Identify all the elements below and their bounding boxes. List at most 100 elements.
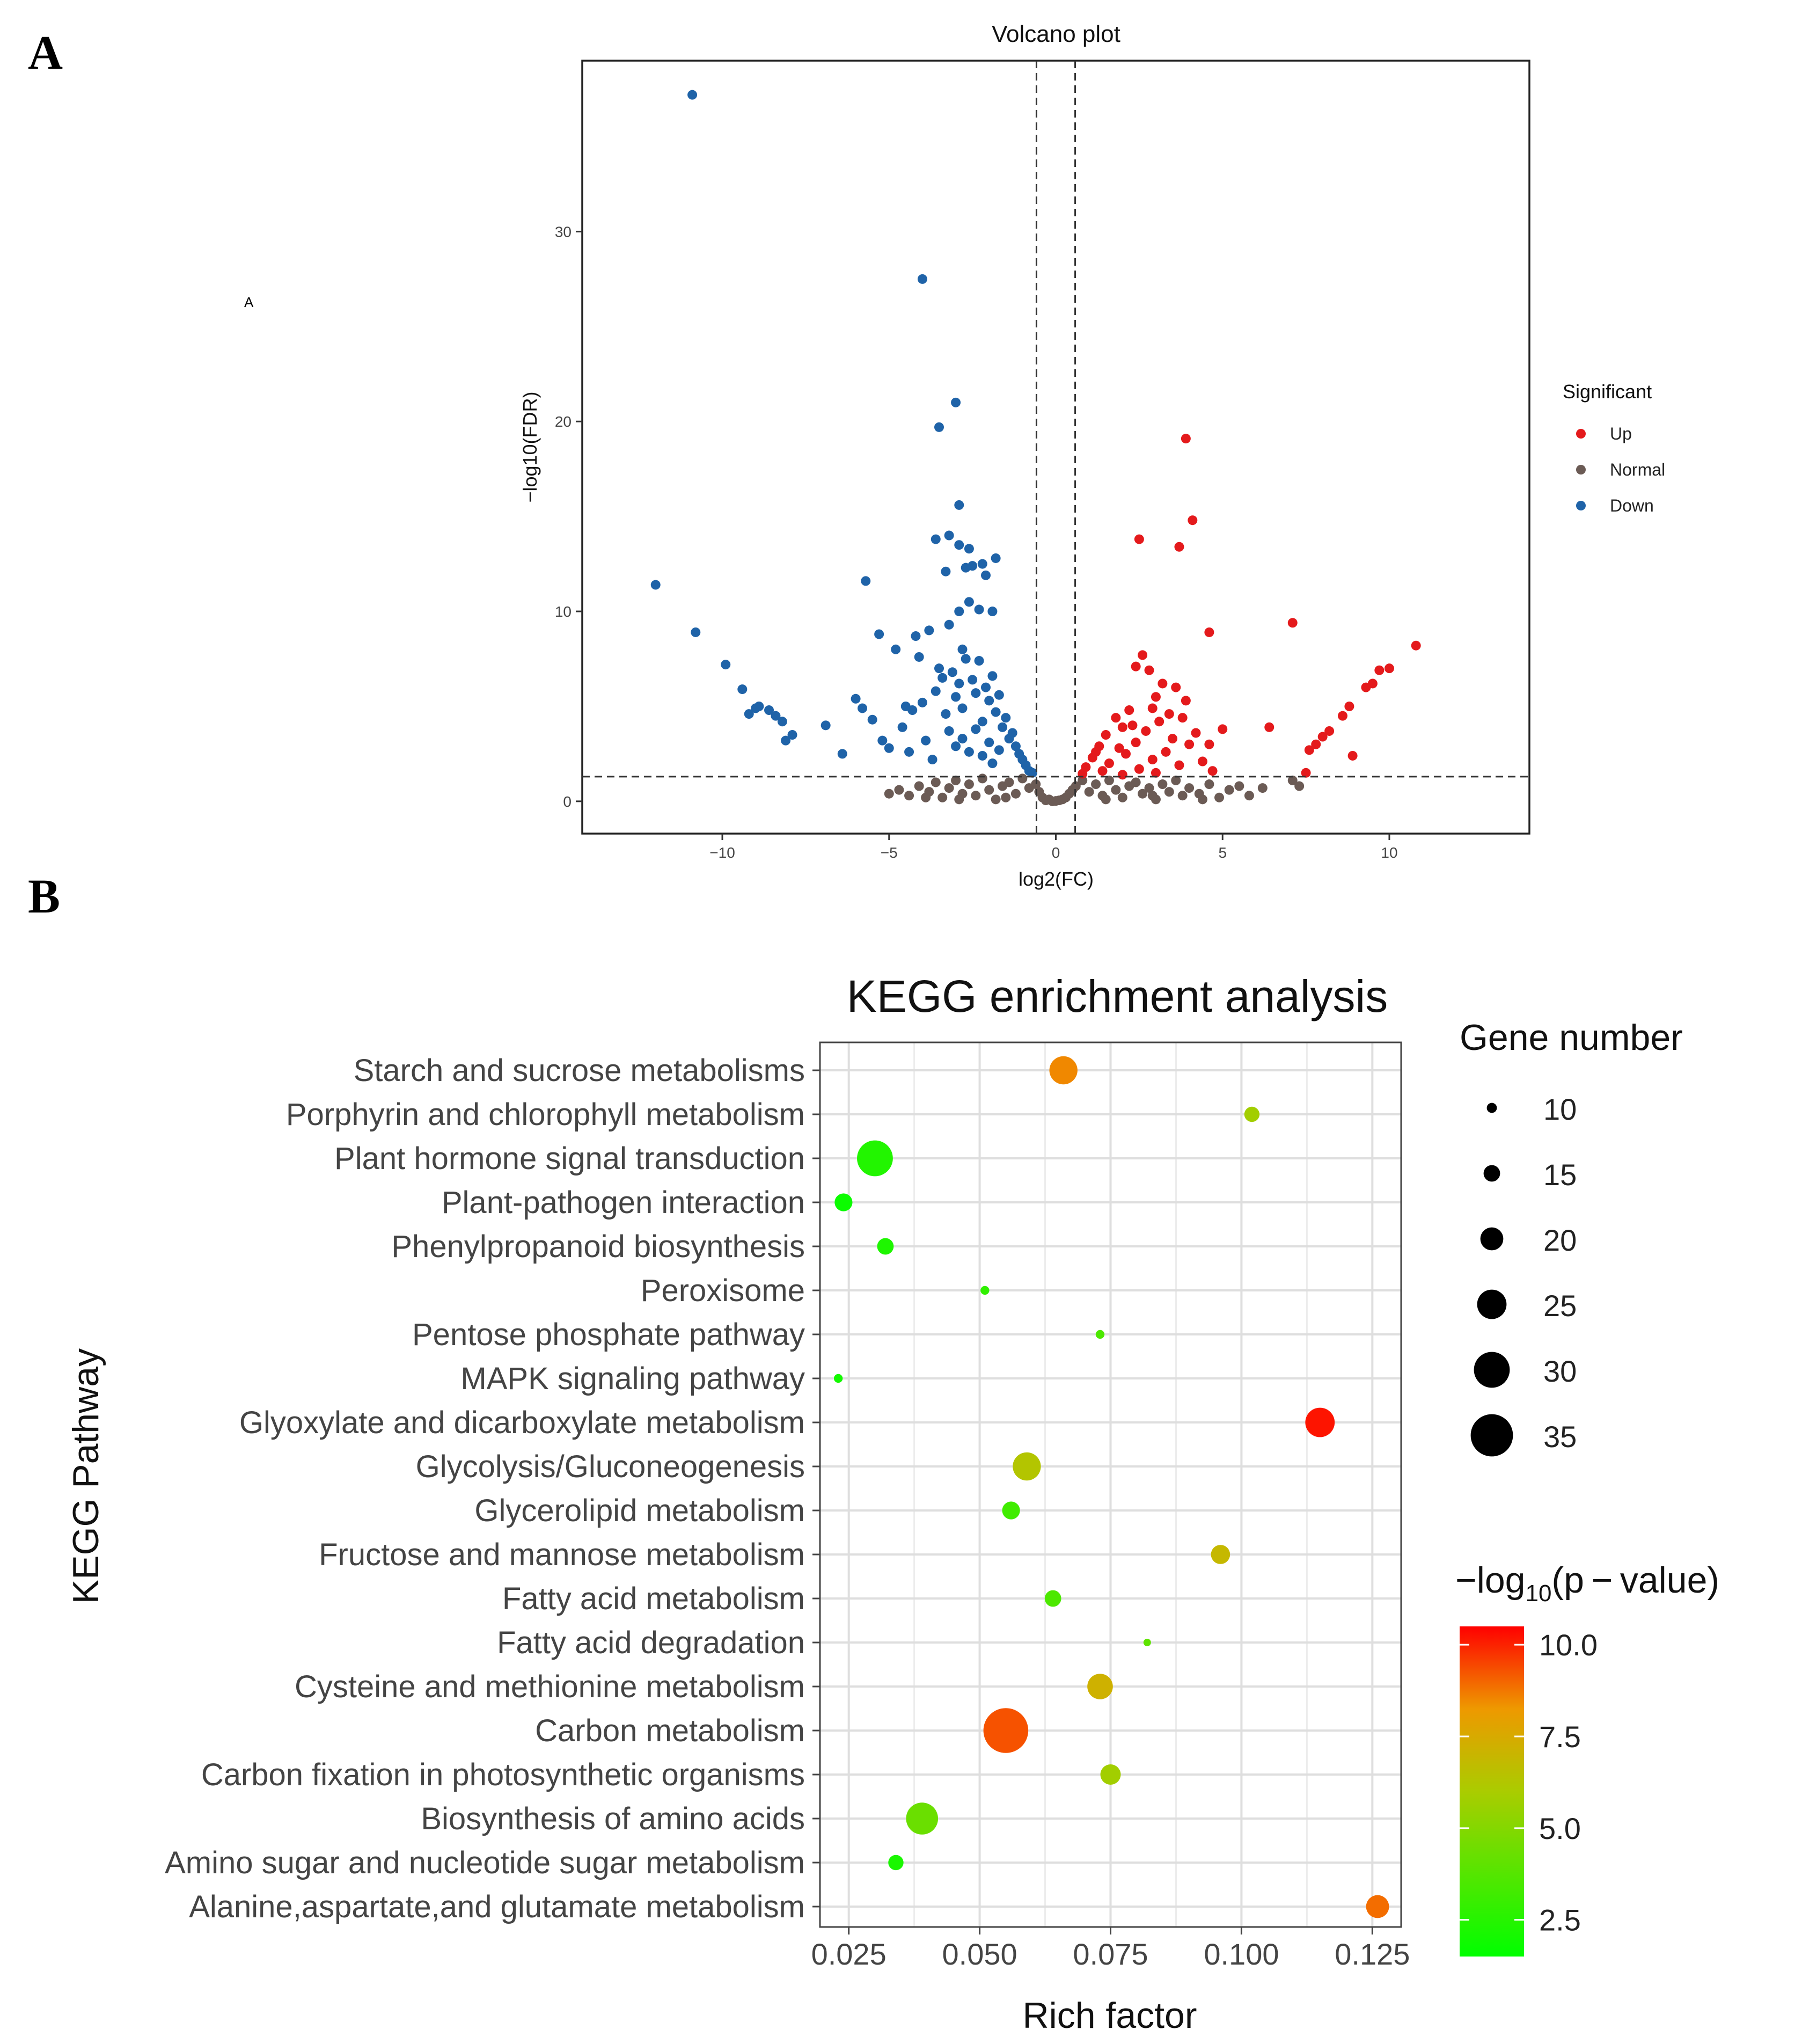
volcano-point-down-33 xyxy=(764,705,774,716)
volcano-point-down-8 xyxy=(964,544,974,554)
volcano-point-up-46 xyxy=(1147,755,1158,765)
kegg-size-legend-dot-2 xyxy=(1480,1227,1504,1251)
volcano-point-up-23 xyxy=(1131,661,1141,671)
kegg-bubble-9 xyxy=(1013,1452,1041,1481)
volcano-point-up-56 xyxy=(1207,766,1218,776)
volcano-point-down-16 xyxy=(861,576,871,586)
kegg-bubble-18 xyxy=(888,1855,904,1871)
kegg-bubble-7 xyxy=(833,1374,843,1383)
volcano-point-down-86 xyxy=(977,750,987,761)
kegg-size-legend-entries: 10 15 20 25 30 35 xyxy=(1470,1092,1577,1457)
volcano-point-down-7 xyxy=(954,540,964,550)
volcano-point-up-49 xyxy=(1174,760,1184,770)
kegg-color-legend-tick-label-2: 7.5 xyxy=(1539,1720,1581,1754)
volcano-legend-swatch-up xyxy=(1576,429,1586,439)
volcano-point-normal-13 xyxy=(984,785,994,795)
volcano-point-up-15 xyxy=(1311,739,1321,749)
volcano-point-up-59 xyxy=(1177,713,1188,723)
volcano-point-up-5 xyxy=(1287,618,1298,628)
volcano-point-normal-39 xyxy=(1117,792,1127,802)
kegg-bubble-12 xyxy=(1044,1590,1061,1607)
kegg-bubble-13 xyxy=(1143,1639,1151,1646)
kegg-color-legend-ticks: 2.5 5.0 7.5 10.0 xyxy=(1460,1628,1598,1937)
volcano-point-up-47 xyxy=(1197,756,1207,766)
volcano-point-up-2 xyxy=(1134,534,1144,544)
volcano-point-normal-11 xyxy=(971,791,981,801)
volcano-point-up-17 xyxy=(1347,750,1358,761)
kegg-color-legend-tick-label-3: 10.0 xyxy=(1539,1628,1598,1662)
volcano-y-tick-label: 30 xyxy=(555,223,572,240)
kegg-color-legend-title: −log10(p − value) xyxy=(1455,1560,1719,1607)
volcano-point-down-80 xyxy=(1027,768,1037,778)
volcano-point-normal-2 xyxy=(904,791,914,801)
volcano-point-down-85 xyxy=(971,724,981,734)
kegg-size-legend-dot-3 xyxy=(1477,1289,1507,1319)
kegg-color-legend-tick-label-0: 2.5 xyxy=(1539,1903,1581,1937)
kegg-y-tick-label-12: Fatty acid metabolism xyxy=(502,1581,805,1616)
volcano-point-down-1 xyxy=(917,274,927,284)
volcano-point-normal-7 xyxy=(944,783,954,793)
volcano-point-up-40 xyxy=(1131,738,1141,748)
volcano-point-up-11 xyxy=(1344,701,1354,711)
volcano-point-up-4 xyxy=(1204,627,1214,637)
kegg-y-tick-label-17: Biosynthesis of amino acids xyxy=(421,1801,805,1836)
volcano-point-down-28 xyxy=(891,644,901,654)
volcano-point-down-87 xyxy=(984,738,994,748)
volcano-point-down-69 xyxy=(991,707,1001,717)
volcano-point-normal-45 xyxy=(1158,779,1168,790)
volcano-point-down-52 xyxy=(921,735,931,746)
volcano-point-up-16 xyxy=(1304,745,1314,755)
volcano-point-down-88 xyxy=(987,758,998,769)
volcano-point-down-14 xyxy=(980,570,991,580)
kegg-y-tick-label-5: Peroxisome xyxy=(641,1273,805,1308)
volcano-point-down-34 xyxy=(771,711,781,721)
volcano-point-normal-51 xyxy=(1204,779,1214,790)
volcano-point-up-37 xyxy=(1101,730,1111,740)
kegg-size-legend-dot-0 xyxy=(1486,1103,1497,1113)
volcano-point-normal-14 xyxy=(991,794,1001,805)
kegg-y-axis: Starch and sucrose metabolisms Porphyrin … xyxy=(165,1053,820,1924)
volcano-point-down-22 xyxy=(874,629,884,639)
volcano-legend-swatch-down xyxy=(1576,501,1586,510)
volcano-title: Volcano plot xyxy=(992,21,1120,47)
volcano-point-down-50 xyxy=(897,722,907,732)
volcano-point-up-14 xyxy=(1317,732,1328,742)
kegg-y-tick-label-3: Plant-pathogen interaction xyxy=(442,1185,805,1220)
volcano-point-normal-56 xyxy=(1257,783,1268,793)
volcano-point-down-66 xyxy=(980,682,991,692)
kegg-size-legend: Gene number 10 15 20 25 30 35 xyxy=(1460,1017,1683,1457)
volcano-x-tick-label: −5 xyxy=(881,844,898,861)
volcano-x-tick-label: 5 xyxy=(1218,844,1227,861)
volcano-point-normal-61 xyxy=(1101,794,1111,805)
volcano-point-normal-33 xyxy=(1078,775,1088,785)
volcano-point-down-41 xyxy=(858,703,868,713)
volcano-point-up-48 xyxy=(1104,758,1114,769)
kegg-x-tick-label: 0.100 xyxy=(1204,1937,1279,1971)
volcano-legend: Significant Up Normal Down xyxy=(1563,381,1665,515)
volcano-point-up-32 xyxy=(1111,713,1121,723)
kegg-y-tick-label-1: Porphyrin and chlorophyll metabolism xyxy=(286,1097,805,1132)
volcano-point-down-35 xyxy=(777,717,787,727)
kegg-bubble-4 xyxy=(877,1238,894,1255)
volcano-point-down-51 xyxy=(904,747,914,757)
volcano-point-normal-52 xyxy=(1214,792,1225,802)
volcano-point-down-54 xyxy=(931,686,941,696)
kegg-y-tick-label-19: Alanine,aspartate,and glutamate metaboli… xyxy=(189,1889,805,1924)
kegg-y-tick-label-6: Pentose phosphate pathway xyxy=(412,1317,805,1352)
volcano-point-down-45 xyxy=(917,697,927,707)
volcano-point-up-53 xyxy=(1151,768,1161,778)
volcano-y-axis: 0 10 20 30 xyxy=(555,223,582,810)
volcano-point-down-31 xyxy=(737,684,748,695)
volcano-point-down-67 xyxy=(984,696,994,706)
volcano-legend-label-normal: Normal xyxy=(1610,460,1665,479)
volcano-point-down-24 xyxy=(924,625,934,636)
volcano-point-up-55 xyxy=(1117,770,1127,780)
kegg-bubble-11 xyxy=(1211,1545,1230,1564)
volcano-point-down-65 xyxy=(977,717,987,727)
kegg-bubble-19 xyxy=(1366,1895,1389,1918)
volcano-point-normal-8 xyxy=(951,775,961,785)
volcano-point-down-53 xyxy=(927,755,937,765)
volcano-point-normal-20 xyxy=(1031,779,1041,790)
volcano-x-axis-label: log2(FC) xyxy=(1019,868,1094,890)
